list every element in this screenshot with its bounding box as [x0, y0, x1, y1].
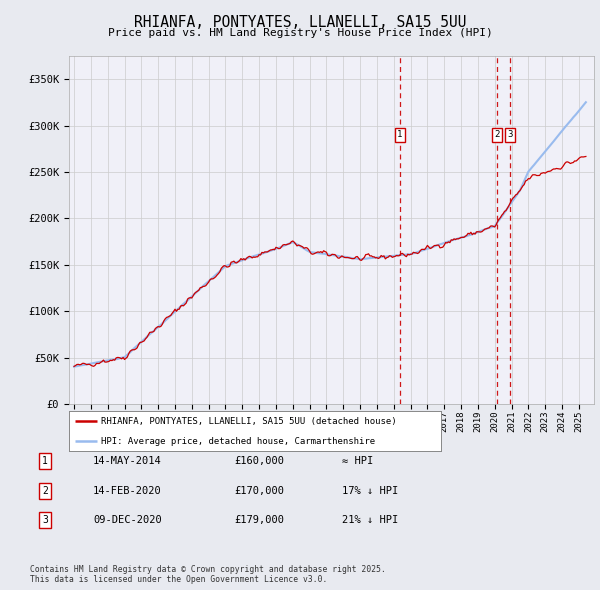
- Text: £170,000: £170,000: [234, 486, 284, 496]
- Text: 3: 3: [42, 516, 48, 525]
- Text: £179,000: £179,000: [234, 516, 284, 525]
- Text: Contains HM Land Registry data © Crown copyright and database right 2025.
This d: Contains HM Land Registry data © Crown c…: [30, 565, 386, 584]
- Text: ≈ HPI: ≈ HPI: [342, 457, 373, 466]
- Text: 21% ↓ HPI: 21% ↓ HPI: [342, 516, 398, 525]
- Text: RHIANFA, PONTYATES, LLANELLI, SA15 5UU: RHIANFA, PONTYATES, LLANELLI, SA15 5UU: [134, 15, 466, 30]
- Text: HPI: Average price, detached house, Carmarthenshire: HPI: Average price, detached house, Carm…: [101, 437, 375, 446]
- Text: 14-FEB-2020: 14-FEB-2020: [93, 486, 162, 496]
- Text: Price paid vs. HM Land Registry's House Price Index (HPI): Price paid vs. HM Land Registry's House …: [107, 28, 493, 38]
- Text: 1: 1: [397, 130, 403, 139]
- Text: RHIANFA, PONTYATES, LLANELLI, SA15 5UU (detached house): RHIANFA, PONTYATES, LLANELLI, SA15 5UU (…: [101, 417, 396, 426]
- Text: 3: 3: [508, 130, 513, 139]
- Text: 2: 2: [494, 130, 499, 139]
- Text: 14-MAY-2014: 14-MAY-2014: [93, 457, 162, 466]
- Text: 09-DEC-2020: 09-DEC-2020: [93, 516, 162, 525]
- Text: 1: 1: [42, 457, 48, 466]
- Text: £160,000: £160,000: [234, 457, 284, 466]
- Text: 2: 2: [42, 486, 48, 496]
- Text: 17% ↓ HPI: 17% ↓ HPI: [342, 486, 398, 496]
